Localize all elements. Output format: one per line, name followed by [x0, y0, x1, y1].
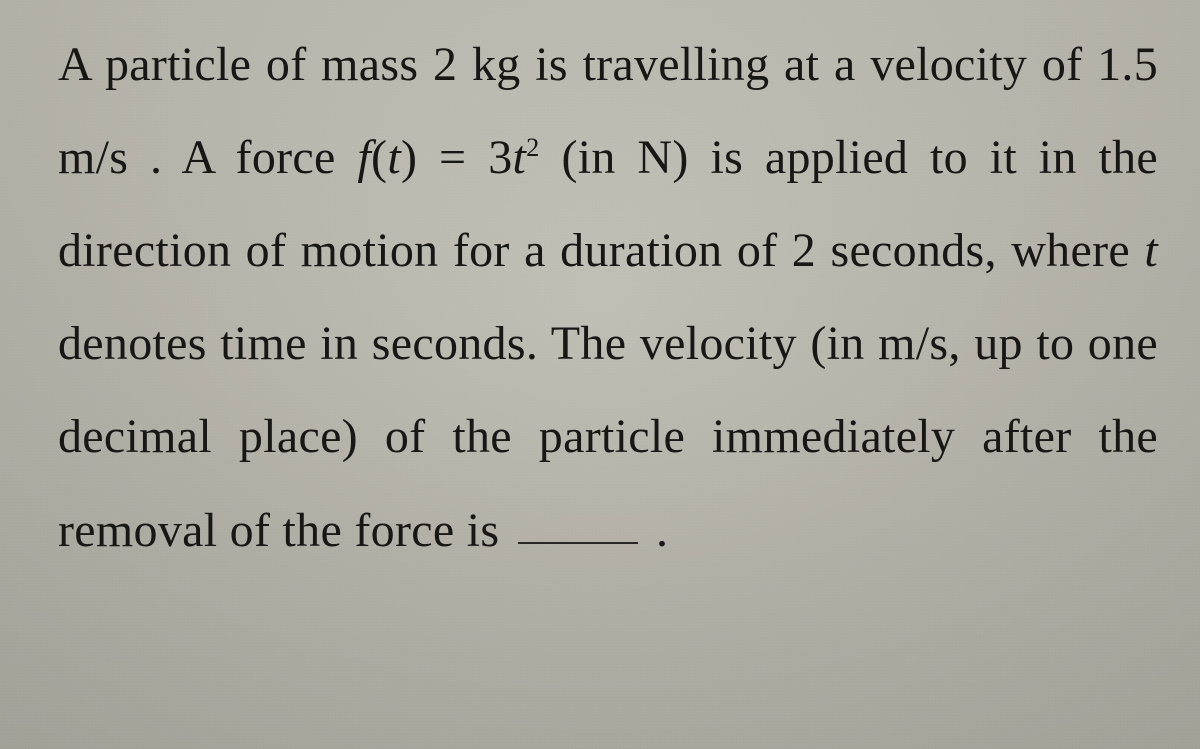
rhs-coeff: 3 [488, 131, 512, 184]
answer-blank[interactable] [518, 515, 638, 543]
question-paragraph: A particle of mass 2 kg is travelling at… [58, 18, 1158, 577]
open-paren: ( [371, 131, 387, 184]
func-arg: t [387, 131, 401, 184]
close-paren: ) [401, 131, 417, 184]
func-symbol: f [357, 131, 371, 184]
time-variable: t [1144, 224, 1158, 277]
rhs-exponent: 2 [526, 132, 540, 162]
terminal-period: . [656, 504, 668, 557]
rhs-var: t [513, 131, 527, 184]
physics-question-scan: A particle of mass 2 kg is travelling at… [0, 0, 1200, 749]
force-expression: f(t) = 3t2 [357, 131, 561, 184]
equals-sign: = [439, 131, 488, 184]
